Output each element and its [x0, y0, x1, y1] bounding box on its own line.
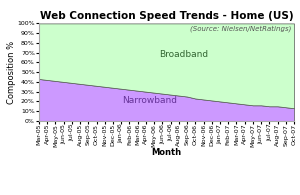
Title: Web Connection Speed Trends - Home (US): Web Connection Speed Trends - Home (US) [40, 11, 293, 21]
Text: Broadband: Broadband [159, 50, 208, 59]
Text: (Source: Nielsen/NetRatings): (Source: Nielsen/NetRatings) [190, 25, 292, 32]
Text: Narrowband: Narrowband [122, 96, 177, 105]
Y-axis label: Composition %: Composition % [7, 41, 16, 104]
X-axis label: Month: Month [152, 148, 182, 157]
